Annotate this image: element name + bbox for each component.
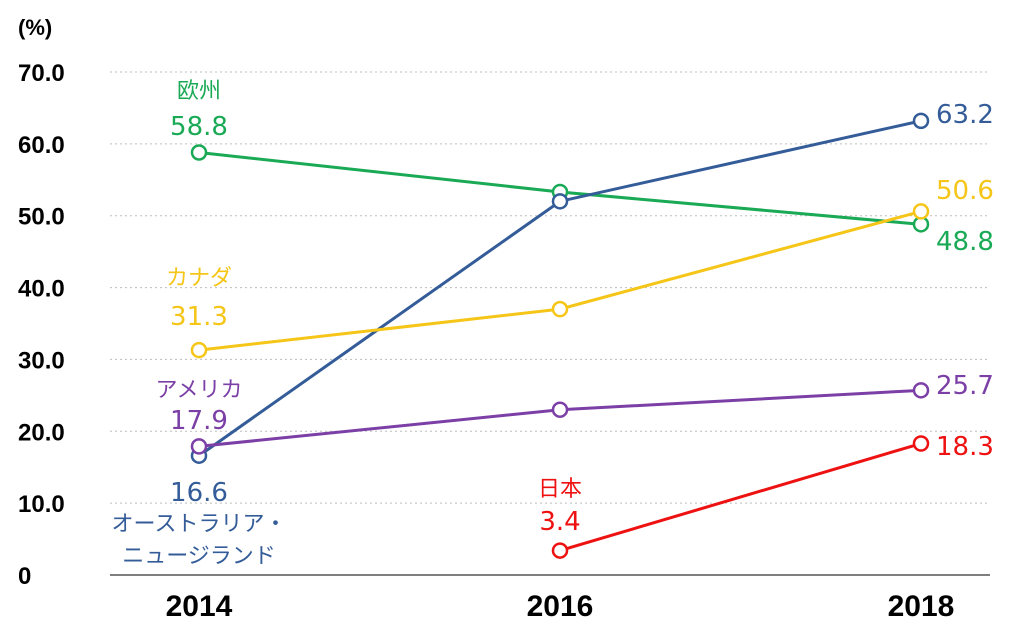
y-tick-label: 30.0 [18, 347, 65, 374]
y-tick-label: 10.0 [18, 491, 65, 518]
x-axis-ticks: 2014 2016 2018 [166, 590, 955, 623]
data-point-japan [551, 542, 569, 559]
data-point-australia_nz [912, 112, 930, 130]
data-point-canada [190, 341, 208, 359]
data-label-usa: 17.9 [170, 406, 228, 436]
data-label-australia_nz: 63.2 [936, 100, 994, 130]
data-point-canada [912, 203, 930, 220]
data-label-canada: 50.6 [936, 176, 994, 206]
data-point-australia_nz [551, 193, 569, 210]
y-axis-ticks: 0 10.0 20.0 30.0 40.0 50.0 60.0 70.0 [18, 60, 65, 590]
y-tick-label: 60.0 [18, 132, 65, 159]
series-line-japan [559, 442, 922, 553]
series-name-australia_nz: オーストラリア・ [112, 512, 287, 537]
y-unit-label: (%) [18, 15, 52, 40]
data-point-usa [912, 382, 930, 399]
data-point-japan [912, 435, 930, 452]
data-point-usa [190, 438, 208, 455]
data-point-canada [551, 300, 569, 318]
series-name-japan: 日本 [538, 477, 582, 502]
annotation-layer: 欧州 58.8 48.8 オーストラリア・ニュージランド 16.6 63.2 カナダ 31.3… [112, 79, 994, 569]
data-label-europe: 48.8 [936, 227, 994, 257]
series-line-usa [198, 388, 922, 448]
data-label-usa: 25.7 [936, 371, 994, 401]
series-canada [190, 203, 930, 359]
data-label-europe: 58.8 [170, 112, 228, 142]
series-name-canada: カナダ [166, 266, 232, 291]
series-layer [190, 112, 930, 559]
data-label-japan: 18.3 [936, 432, 994, 462]
y-tick-label: 50.0 [18, 204, 65, 231]
series-name-europe: 欧州 [177, 79, 221, 104]
gridlines [110, 71, 990, 504]
series-europe [190, 144, 930, 233]
series-line-canada [198, 209, 922, 352]
x-tick-label: 2014 [166, 590, 233, 623]
series-name-australia_nz: ニュージランド [122, 544, 276, 569]
y-tick-label: 20.0 [18, 419, 65, 446]
y-tick-label: 0 [18, 563, 31, 590]
series-name-usa: アメリカ [156, 378, 243, 403]
y-tick-label: 70.0 [18, 60, 65, 87]
y-tick-label: 40.0 [18, 276, 65, 303]
data-label-canada: 31.3 [170, 302, 228, 332]
data-point-europe [190, 144, 208, 161]
x-tick-label: 2018 [888, 590, 955, 623]
data-point-usa [551, 401, 569, 418]
data-label-australia_nz: 16.6 [170, 478, 228, 508]
data-label-japan: 3.4 [539, 507, 580, 537]
series-japan [551, 435, 930, 559]
x-tick-label: 2016 [527, 590, 594, 623]
series-usa [190, 382, 930, 455]
